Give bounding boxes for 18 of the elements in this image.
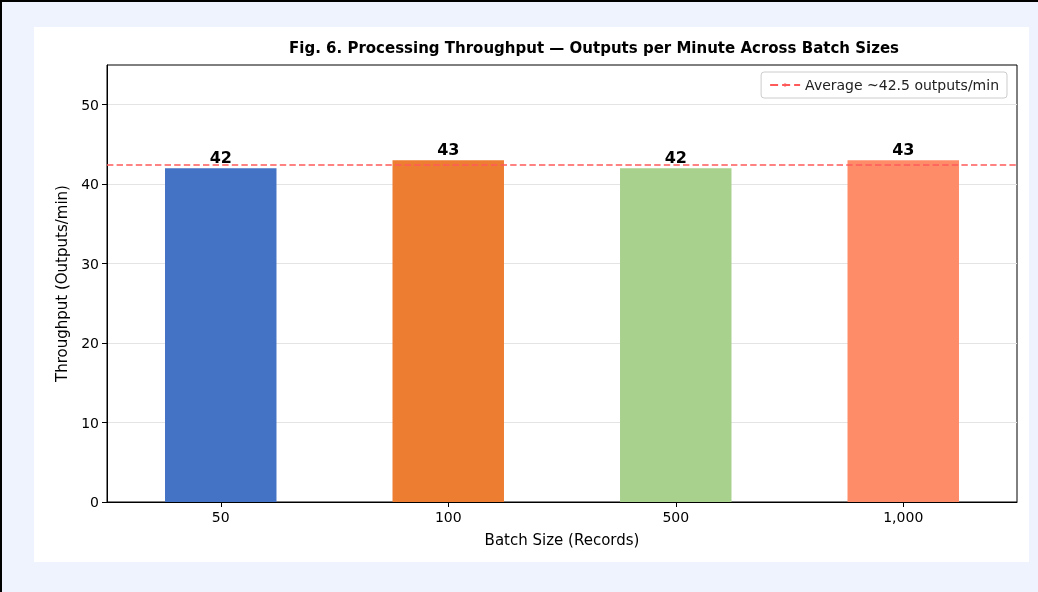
x-tick-label: 500 xyxy=(662,509,690,525)
x-tick-label: 1,000 xyxy=(883,509,924,525)
x-tick-label: 100 xyxy=(434,509,462,525)
y-tick-label: 30 xyxy=(81,255,99,272)
x-tick-label: 50 xyxy=(211,509,230,525)
legend-label: Average ~42.5 outputs/min xyxy=(805,77,1000,93)
y-axis-title: Throughput (Outputs/min) xyxy=(52,185,71,383)
y-tick-label: 0 xyxy=(90,494,99,510)
chart-title: Fig. 6. Processing Throughput — Outputs per Minute Across Batch Sizes xyxy=(289,38,900,57)
data-label: 43 xyxy=(437,139,460,159)
y-tick-label: 40 xyxy=(81,176,99,193)
y-tick-label: 50 xyxy=(81,96,99,113)
y-tick-label: 10 xyxy=(81,414,99,431)
data-label: 43 xyxy=(892,139,915,159)
data-label: 42 xyxy=(209,147,232,167)
data-label: 42 xyxy=(664,147,687,167)
x-axis-title: Batch Size (Records) xyxy=(484,530,640,549)
y-tick-label: 20 xyxy=(81,335,99,352)
